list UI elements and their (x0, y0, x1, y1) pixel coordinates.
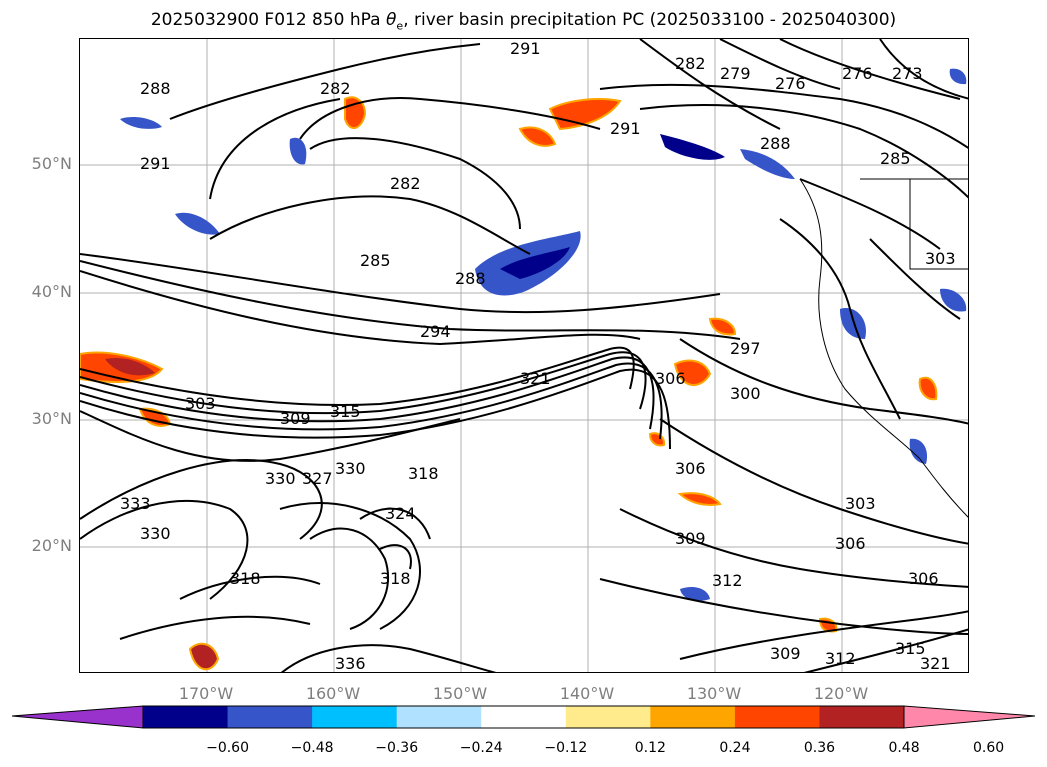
colorbar-tick-label: 0.24 (719, 740, 751, 756)
contour-label: 306 (835, 534, 866, 553)
colorbar-bin (227, 706, 313, 728)
contour-label: 288 (140, 79, 171, 98)
contour-label: 315 (895, 639, 926, 658)
colorbar-bin (819, 706, 905, 728)
colorbar (11, 705, 1036, 729)
colorbar-bin (143, 706, 229, 728)
lon-label: 130°W (686, 684, 742, 703)
colorbar-tick-label: 0.12 (634, 740, 666, 756)
contour-label: 273 (892, 64, 923, 83)
contour-label: 303 (845, 494, 876, 513)
lon-label: 160°W (305, 684, 361, 703)
contour-label: 279 (720, 64, 751, 83)
contour-label: 318 (380, 569, 411, 588)
title-main: 2025032900 F012 850 hPa (150, 10, 386, 30)
title-sub: e (396, 19, 404, 33)
map-title: 2025032900 F012 850 hPa θe, river basin … (0, 10, 1047, 32)
contour-label: 276 (775, 74, 806, 93)
contour-label: 306 (655, 369, 686, 388)
contour-label: 312 (712, 571, 743, 590)
contour-label: 282 (320, 79, 351, 98)
map-canvas: 291 282 279 276 276 273 282 291 288 285 … (80, 39, 968, 673)
contour-label: 318 (408, 464, 439, 483)
contour-label: 318 (230, 569, 261, 588)
precip-blue-patches (120, 68, 967, 601)
contour-label: 309 (280, 409, 311, 428)
contour-label: 300 (730, 384, 761, 403)
contour-label: 297 (730, 339, 761, 358)
colorbar-bin (734, 706, 820, 728)
contour-label: 282 (390, 174, 421, 193)
lon-label: 150°W (432, 684, 488, 703)
colorbar-bin (481, 706, 567, 728)
colorbar-tick-label: −0.24 (459, 740, 503, 756)
lon-label: 170°W (178, 684, 234, 703)
contour-label: 288 (760, 134, 791, 153)
contour-label: 294 (420, 322, 451, 341)
contour-label: 282 (675, 54, 706, 73)
colorbar-tick-label: −0.48 (290, 740, 334, 756)
title-theta: θ (386, 10, 397, 30)
lon-label: 140°W (559, 684, 615, 703)
contour-label: 276 (842, 64, 873, 83)
lat-label: 40°N (31, 282, 72, 301)
contour-label: 309 (675, 529, 706, 548)
colorbar-tick-label: 0.48 (888, 740, 920, 756)
lon-label: 120°W (813, 684, 869, 703)
colorbar-tick-label: −0.36 (375, 740, 419, 756)
contour-label: 303 (925, 249, 956, 268)
contour-label: 330 (335, 459, 366, 478)
lat-label: 30°N (31, 409, 72, 428)
contour-label: 285 (360, 251, 391, 270)
lat-label: 50°N (31, 154, 72, 173)
contour-label: 336 (335, 654, 366, 673)
contour-label: 327 (302, 469, 333, 488)
contour-label: 324 (385, 504, 416, 523)
contour-label: 291 (610, 119, 641, 138)
contour-label: 291 (510, 39, 541, 58)
lat-label: 20°N (31, 536, 72, 555)
colorbar-bin (312, 706, 398, 728)
contour-label: 303 (185, 394, 216, 413)
contour-label: 330 (140, 524, 171, 543)
coastline (799, 178, 968, 518)
map-panel: 291 282 279 276 276 273 282 291 288 285 … (79, 38, 969, 673)
contour-label: 309 (770, 644, 801, 663)
gridlines (80, 39, 968, 672)
contour-label: 306 (675, 459, 706, 478)
colorbar-bin (565, 706, 651, 728)
colorbar-extend-low (11, 705, 144, 729)
colorbar-tick-label: −0.12 (544, 740, 588, 756)
colorbar-tick-label: −0.60 (206, 740, 249, 756)
theta-e-contours (80, 39, 968, 672)
contour-label: 333 (120, 494, 151, 513)
contour-label: 285 (880, 149, 911, 168)
colorbar-bin (396, 706, 482, 728)
colorbar-tick-label: 0.60 (973, 740, 1005, 756)
colorbar-extend-high (903, 705, 1036, 729)
contour-label: 330 (265, 469, 296, 488)
contour-label: 306 (908, 569, 939, 588)
colorbar-tick-label: 0.36 (803, 740, 836, 756)
contour-label: 315 (330, 402, 361, 421)
contour-label: 312 (825, 649, 856, 668)
contour-label: 321 (920, 654, 951, 673)
contour-label: 321 (520, 369, 551, 388)
title-rest: , river basin precipitation PC (20250331… (403, 10, 897, 30)
contour-label: 288 (455, 269, 486, 288)
contour-labels: 291 282 279 276 276 273 282 291 288 285 … (120, 39, 956, 673)
contour-label: 291 (140, 154, 171, 173)
colorbar-bin (650, 706, 736, 728)
